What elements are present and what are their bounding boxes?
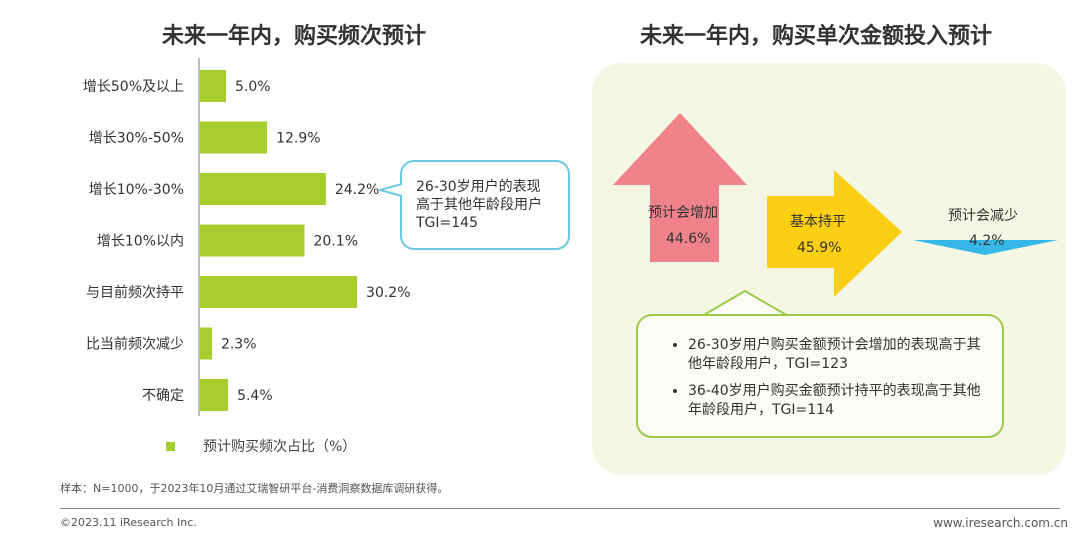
bar <box>200 276 358 308</box>
right-chart-title: 未来一年内，购买单次金额投入预计 <box>640 24 993 49</box>
category-label: 比当前频次减少 <box>86 336 184 353</box>
callout-pointer <box>379 183 403 197</box>
bar <box>200 70 226 102</box>
legend-swatch <box>166 441 175 451</box>
legend-label: 预计购买频次占比（%） <box>203 439 357 455</box>
decrease-label: 预计会减少 <box>948 208 1018 224</box>
decrease-value: 4.2% <box>969 233 1005 249</box>
decrease-arrow <box>913 240 1058 255</box>
website-link[interactable]: www.iresearch.com.cn <box>933 516 1068 530</box>
increase-value: 44.6% <box>666 231 711 247</box>
bar <box>200 224 305 257</box>
increase-label: 预计会增加 <box>648 205 718 221</box>
value-label: 5.4% <box>237 388 273 404</box>
callout-right-pointer <box>701 290 789 317</box>
value-label: 12.9% <box>276 131 320 147</box>
footer-divider <box>60 508 1060 509</box>
spend-insight-callout: 26-30岁用户购买金额预计会增加的表现高于其他年龄段用户，TGI=123 36… <box>636 314 1004 438</box>
value-label: 24.2% <box>335 182 379 198</box>
value-label: 20.1% <box>314 234 358 250</box>
category-label: 不确定 <box>142 388 184 404</box>
chart-legend: 预计购买频次占比（%） <box>166 436 356 456</box>
bar <box>200 327 212 360</box>
value-label: 30.2% <box>366 285 410 301</box>
callout-line-2: 高于其他年龄段用户 <box>416 197 542 213</box>
category-label: 增长10%-30% <box>89 182 184 198</box>
source-note: 样本：N=1000，于2023年10月通过艾瑞智研平台-消费洞察数据库调研获得。 <box>60 482 449 495</box>
copyright: ©2023.11 iResearch Inc. <box>60 516 197 529</box>
category-label: 增长30%-50% <box>89 131 184 147</box>
increase-arrow <box>613 113 747 262</box>
frequency-bar-chart: 增长50%及以上 5.0% 增长30%-50% 12.9% 增长10%-30% 24.2%… <box>83 58 411 416</box>
value-label: 5.0% <box>235 79 271 95</box>
bar <box>200 379 229 411</box>
insight-item-2: 36-40岁用户购买金额预计持平的表现高于其他年龄段用户，TGI=114 <box>688 382 984 420</box>
category-label: 增长50%及以上 <box>83 79 184 95</box>
insight-item-1: 26-30岁用户购买金额预计会增加的表现高于其他年龄段用户，TGI=123 <box>688 336 984 374</box>
category-label: 与目前频次持平 <box>86 284 184 301</box>
callout-line-1: 26-30岁用户的表现 <box>416 179 541 195</box>
bar <box>200 173 326 205</box>
value-label: 2.3% <box>221 337 257 353</box>
flat-label: 基本持平 <box>790 214 846 230</box>
flat-arrow <box>767 170 902 297</box>
bar <box>200 121 268 154</box>
callout-line-3: TGI=145 <box>416 215 478 231</box>
category-label: 增长10%以内 <box>97 234 184 250</box>
age-insight-callout: 26-30岁用户的表现 高于其他年龄段用户 TGI=145 <box>400 160 570 250</box>
left-chart-title: 未来一年内，购买频次预计 <box>162 24 427 49</box>
flat-value: 45.9% <box>797 240 842 256</box>
